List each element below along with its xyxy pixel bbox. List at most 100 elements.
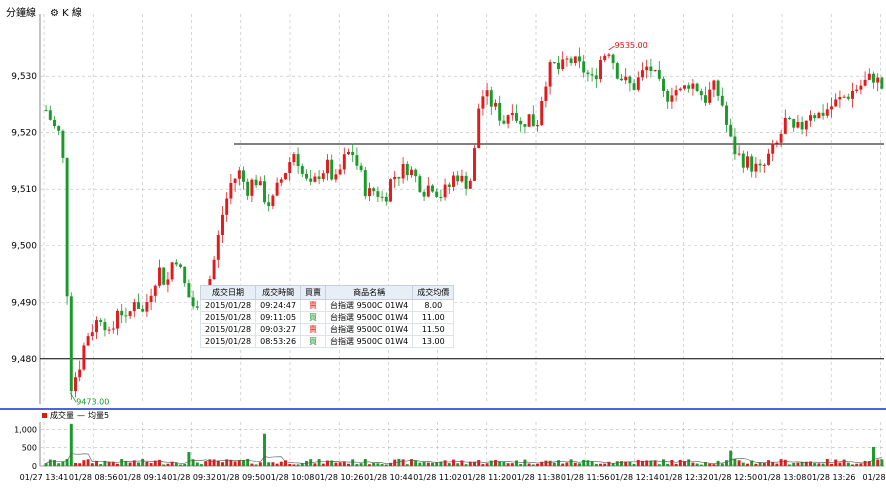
candle-body — [758, 163, 762, 166]
volume-bar — [536, 463, 539, 466]
candle-body — [296, 154, 300, 167]
volume-bar — [708, 463, 712, 466]
candle-body — [607, 54, 611, 56]
volume-bar — [468, 461, 472, 466]
candle-body — [741, 153, 745, 168]
candle-body — [468, 180, 472, 189]
trades-header-row: 成交日期 成交時間 買賣 商品名稱 成交均價 — [199, 285, 455, 300]
candle-body — [779, 133, 783, 143]
candle-body — [141, 309, 145, 312]
volume-bar — [368, 464, 371, 466]
candle-body — [452, 175, 455, 187]
volume-bar — [78, 463, 82, 466]
candle-body — [69, 296, 73, 392]
y-tick-label: 9,500 — [11, 242, 37, 252]
candle-body — [708, 89, 712, 103]
volume-legend-label: 成交量 — [50, 411, 74, 420]
volume-bar — [531, 464, 535, 466]
trade-row[interactable]: 2015/01/28 09:24:47 賣台指選 9500C 01W4 8.00 — [199, 299, 455, 312]
candle-body — [481, 96, 485, 109]
volume-bar — [149, 463, 153, 466]
volume-y-tick-label: 1,000 — [14, 425, 37, 434]
candle-body — [254, 179, 258, 186]
candle-body — [57, 126, 61, 131]
volume-bar — [111, 462, 115, 466]
trade-row[interactable]: 2015/01/28 09:03:27 賣台指選 9500C 01W4 11.50 — [199, 323, 455, 336]
volume-bar — [632, 463, 636, 466]
candle-body — [397, 176, 401, 179]
x-tick-label: 01/28 12:32 — [659, 473, 708, 482]
candle-body — [485, 90, 489, 97]
candle-body — [733, 136, 737, 155]
candle-body — [237, 170, 241, 179]
x-tick-label: 01/28 09:32 — [167, 473, 216, 482]
volume-bar — [586, 460, 590, 466]
volume-bar — [624, 461, 628, 466]
volume-bar — [137, 462, 140, 466]
volume-bar — [683, 461, 686, 466]
candle-body — [149, 295, 153, 303]
candle-body — [124, 315, 128, 317]
volume-bar — [237, 460, 241, 466]
candle-body — [678, 88, 682, 91]
x-tick-label: 01/28 13:26 — [807, 473, 856, 482]
x-tick-label: 01/28 11:20 — [462, 473, 511, 482]
candle-body — [561, 59, 565, 70]
candle-body — [544, 86, 548, 102]
candle-body — [859, 85, 863, 90]
candle-body — [720, 95, 724, 106]
candle-body — [796, 121, 800, 128]
x-tick-label: 01/27 13:41 — [20, 473, 69, 482]
x-tick-label: 01/28 08:56 — [69, 473, 118, 482]
volume-bar — [817, 463, 821, 466]
volume-bar — [737, 460, 741, 466]
volume-bar — [284, 460, 287, 466]
x-tick-label: 01/28 13 — [863, 473, 886, 482]
volume-bar — [82, 460, 86, 466]
trade-row[interactable]: 2015/01/28 08:53:26 買台指選 9500C 01W4 13.00 — [199, 335, 455, 348]
volume-bar — [792, 462, 796, 466]
volume-bar — [481, 464, 485, 466]
candle-body — [620, 78, 623, 81]
volume-bar — [363, 458, 367, 466]
volume-bar — [90, 463, 94, 466]
volume-bar — [636, 460, 640, 466]
volume-bar — [855, 463, 859, 466]
candle-body — [330, 159, 334, 180]
candle-body — [435, 191, 439, 197]
trade-cell: 2015/01/28 — [199, 311, 257, 324]
k-line-tab[interactable]: ⚙ K 線 — [50, 4, 82, 19]
volume-bar — [326, 460, 329, 466]
volume-bar — [825, 458, 829, 466]
trade-row[interactable]: 2015/01/28 09:11:05 買台指選 9500C 01W4 11.00 — [199, 311, 455, 324]
volume-bar — [729, 450, 733, 466]
volume-bar — [250, 463, 254, 466]
candle-body — [834, 99, 838, 107]
volume-bar — [170, 461, 174, 466]
volume-bar — [775, 463, 779, 466]
volume-bar — [267, 462, 271, 466]
candle-body — [300, 166, 304, 174]
volume-bar — [552, 462, 556, 466]
volume-bar — [678, 459, 682, 466]
candle-body — [662, 78, 665, 91]
candle-body — [867, 73, 871, 80]
candle-body — [804, 120, 808, 130]
volume-bar — [359, 463, 363, 466]
volume-bar — [153, 460, 157, 466]
volume-bar — [603, 463, 607, 466]
volume-bar — [704, 462, 707, 466]
candle-body — [725, 105, 728, 125]
volume-bar — [670, 459, 674, 466]
volume-bar — [216, 460, 220, 466]
candle-body — [275, 182, 279, 196]
minute-line-tab[interactable]: 分鐘線 — [6, 8, 36, 19]
volume-bar — [620, 461, 623, 466]
candle-body — [582, 61, 586, 73]
trade-cell: 13.00 — [412, 335, 455, 348]
volume-bar — [725, 460, 728, 466]
candle-body — [876, 77, 880, 83]
candle-body — [846, 96, 850, 99]
volume-bar — [57, 463, 61, 466]
x-tick-label: 01/28 13:08 — [758, 473, 807, 482]
